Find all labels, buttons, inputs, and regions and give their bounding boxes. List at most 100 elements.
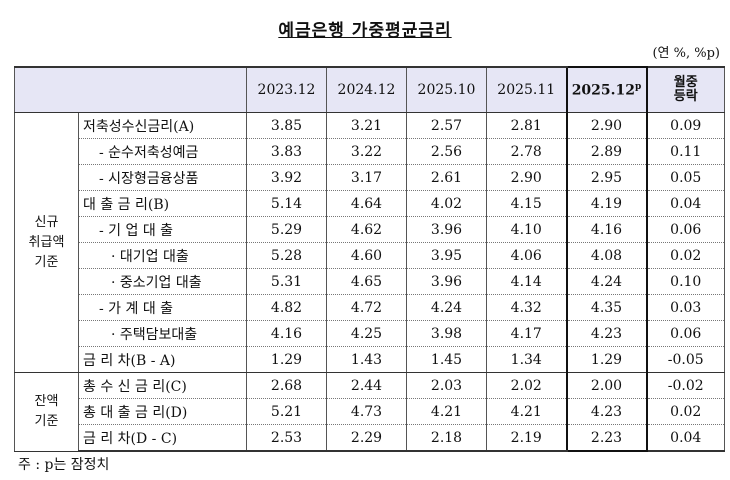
cell-value: 3.96 bbox=[406, 216, 487, 243]
cell-value: 4.65 bbox=[326, 268, 407, 295]
table-row: - 기 업 대 출 5.29 4.62 3.96 4.10 4.16 0.06 bbox=[15, 216, 725, 243]
cell-value: 3.92 bbox=[246, 164, 327, 191]
table-row: · 중소기업 대출 5.31 4.65 3.96 4.14 4.24 0.10 bbox=[15, 268, 725, 295]
cell-value: 4.16 bbox=[246, 320, 327, 347]
table-row: 신규 취급액 기준 저축성수신금리(A) 3.85 3.21 2.57 2.81 2.90 0.0… bbox=[14, 112, 725, 373]
cell-value: 1.29 bbox=[246, 346, 327, 373]
cell-value: 2.02 bbox=[486, 372, 567, 399]
cell-value: 2.53 bbox=[246, 424, 327, 452]
cell-value: 4.24 bbox=[406, 294, 487, 321]
group-label-line: 기준 bbox=[34, 254, 59, 270]
table-row: 금 리 차(B - A) 1.29 1.43 1.45 1.34 1.29 -0.05 bbox=[15, 346, 725, 373]
column-label: 2025.10 bbox=[417, 82, 476, 98]
cell-value: 1.45 bbox=[406, 346, 487, 373]
cell-value: 3.98 bbox=[406, 320, 487, 347]
cell-value: 2.23 bbox=[565, 424, 648, 452]
cell-value: 4.72 bbox=[326, 294, 407, 321]
row-label: 금 리 차(D - C) bbox=[78, 424, 247, 452]
cell-value: 5.28 bbox=[246, 242, 327, 269]
group-label-line: 취급액 bbox=[28, 234, 65, 250]
cell-value: 4.73 bbox=[326, 398, 407, 425]
cell-value: 4.62 bbox=[326, 216, 407, 243]
cell-value: 0.02 bbox=[646, 242, 725, 269]
cell-value: 4.17 bbox=[486, 320, 567, 347]
cell-value: -0.05 bbox=[646, 346, 725, 373]
table-row: 총 대 출 금 리(D) 5.21 4.73 4.21 4.21 4.23 0.02 bbox=[15, 398, 725, 425]
cell-value: 1.34 bbox=[486, 346, 567, 373]
group-label-line: 잔액 bbox=[34, 393, 59, 409]
cell-value: 2.81 bbox=[486, 112, 567, 139]
cell-value: 0.03 bbox=[646, 294, 725, 321]
cell-value: 0.06 bbox=[646, 216, 725, 243]
cell-value: 3.95 bbox=[406, 242, 487, 269]
row-label: 총 수 신 금 리(C) bbox=[78, 372, 247, 399]
cell-value: 3.85 bbox=[246, 112, 327, 139]
row-label: 금 리 차(B - A) bbox=[78, 346, 247, 373]
cell-value: 5.29 bbox=[246, 216, 327, 243]
table-row: · 대기업 대출 5.28 4.60 3.95 4.06 4.08 0.02 bbox=[15, 242, 725, 269]
note: 주 : p는 잠정치 bbox=[18, 457, 110, 473]
table-row: - 시장형금융상품 3.92 3.17 2.61 2.90 2.95 0.05 bbox=[15, 164, 725, 191]
cell-value: 4.25 bbox=[326, 320, 407, 347]
cell-value: 2.44 bbox=[326, 372, 407, 399]
cell-value: 2.00 bbox=[565, 372, 648, 399]
cell-value: 0.06 bbox=[646, 320, 725, 347]
header-blank bbox=[14, 66, 247, 113]
cell-value: -0.02 bbox=[646, 372, 725, 399]
cell-value: 2.57 bbox=[406, 112, 487, 139]
cell-value: 4.21 bbox=[486, 398, 567, 425]
cell-value: 2.78 bbox=[486, 138, 567, 165]
cell-value: 1.43 bbox=[326, 346, 407, 373]
cell-value: 2.29 bbox=[326, 424, 407, 452]
cell-value: 4.15 bbox=[486, 190, 567, 217]
cell-value: 2.90 bbox=[486, 164, 567, 191]
group-label-line: 기준 bbox=[34, 413, 59, 429]
cell-value: 0.02 bbox=[646, 398, 725, 425]
cell-value: 3.22 bbox=[326, 138, 407, 165]
cell-value: 5.14 bbox=[246, 190, 327, 217]
cell-value: 4.64 bbox=[326, 190, 407, 217]
row-label: 총 대 출 금 리(D) bbox=[78, 398, 247, 425]
table-row: · 주택담보대출 4.16 4.25 3.98 4.17 4.23 0.06 bbox=[15, 320, 725, 347]
cell-value: 4.08 bbox=[565, 242, 648, 269]
cell-value: 4.82 bbox=[246, 294, 327, 321]
header-row: 2023.12 2024.12 2025.10 2025.11 2025.12p 월중 등락 bbox=[14, 66, 725, 113]
cell-value: 5.21 bbox=[246, 398, 327, 425]
cell-value: 0.04 bbox=[646, 190, 725, 217]
cell-value: 1.29 bbox=[565, 346, 648, 373]
unit: (연 %, %p) bbox=[652, 46, 720, 61]
cell-value: 4.32 bbox=[486, 294, 567, 321]
cell-value: 2.90 bbox=[565, 112, 648, 139]
group-label: 신규 취급액 기준 bbox=[14, 112, 79, 373]
cell-value: 3.17 bbox=[326, 164, 407, 191]
row-label: 저축성수신금리(A) bbox=[78, 112, 247, 139]
cell-value: 2.03 bbox=[406, 372, 487, 399]
cell-value: 2.68 bbox=[246, 372, 327, 399]
table-body: 신규 취급액 기준 저축성수신금리(A) 3.85 3.21 2.57 2.81 2.90 0.0… bbox=[14, 112, 725, 452]
row-label: · 중소기업 대출 bbox=[78, 268, 247, 295]
row-label: · 주택담보대출 bbox=[78, 320, 247, 347]
row-label: - 순수저축성예금 bbox=[78, 138, 247, 165]
cell-value: 4.10 bbox=[486, 216, 567, 243]
cell-value: 4.21 bbox=[406, 398, 487, 425]
table-row: 금 리 차(D - C) 2.53 2.29 2.18 2.19 2.23 0.04 bbox=[15, 424, 725, 452]
cell-value: 0.04 bbox=[646, 424, 725, 452]
cell-value: 4.35 bbox=[565, 294, 648, 321]
change-header-line: 월중 bbox=[673, 75, 698, 90]
table-row: 대 출 금 리(B) 5.14 4.64 4.02 4.15 4.19 0.04 bbox=[15, 190, 725, 217]
cell-value: 3.21 bbox=[326, 112, 407, 139]
table-row: 잔액 기준 총 수 신 금 리(C) 2.68 2.44 2.03 2.02 2.00 -0.0… bbox=[14, 372, 725, 452]
change-header: 월중 등락 bbox=[646, 66, 725, 113]
cell-value: 0.09 bbox=[646, 112, 725, 139]
row-label: - 기 업 대 출 bbox=[78, 216, 247, 243]
cell-value: 4.16 bbox=[565, 216, 648, 243]
column-header: 2023.12 bbox=[246, 66, 327, 113]
cell-value: 2.61 bbox=[406, 164, 487, 191]
cell-value: 4.19 bbox=[565, 190, 648, 217]
column-header: 2025.12p bbox=[565, 66, 648, 113]
table-row: - 순수저축성예금 3.83 3.22 2.56 2.78 2.89 0.11 bbox=[15, 138, 725, 165]
cell-value: 2.18 bbox=[406, 424, 487, 452]
cell-value: 0.11 bbox=[646, 138, 725, 165]
